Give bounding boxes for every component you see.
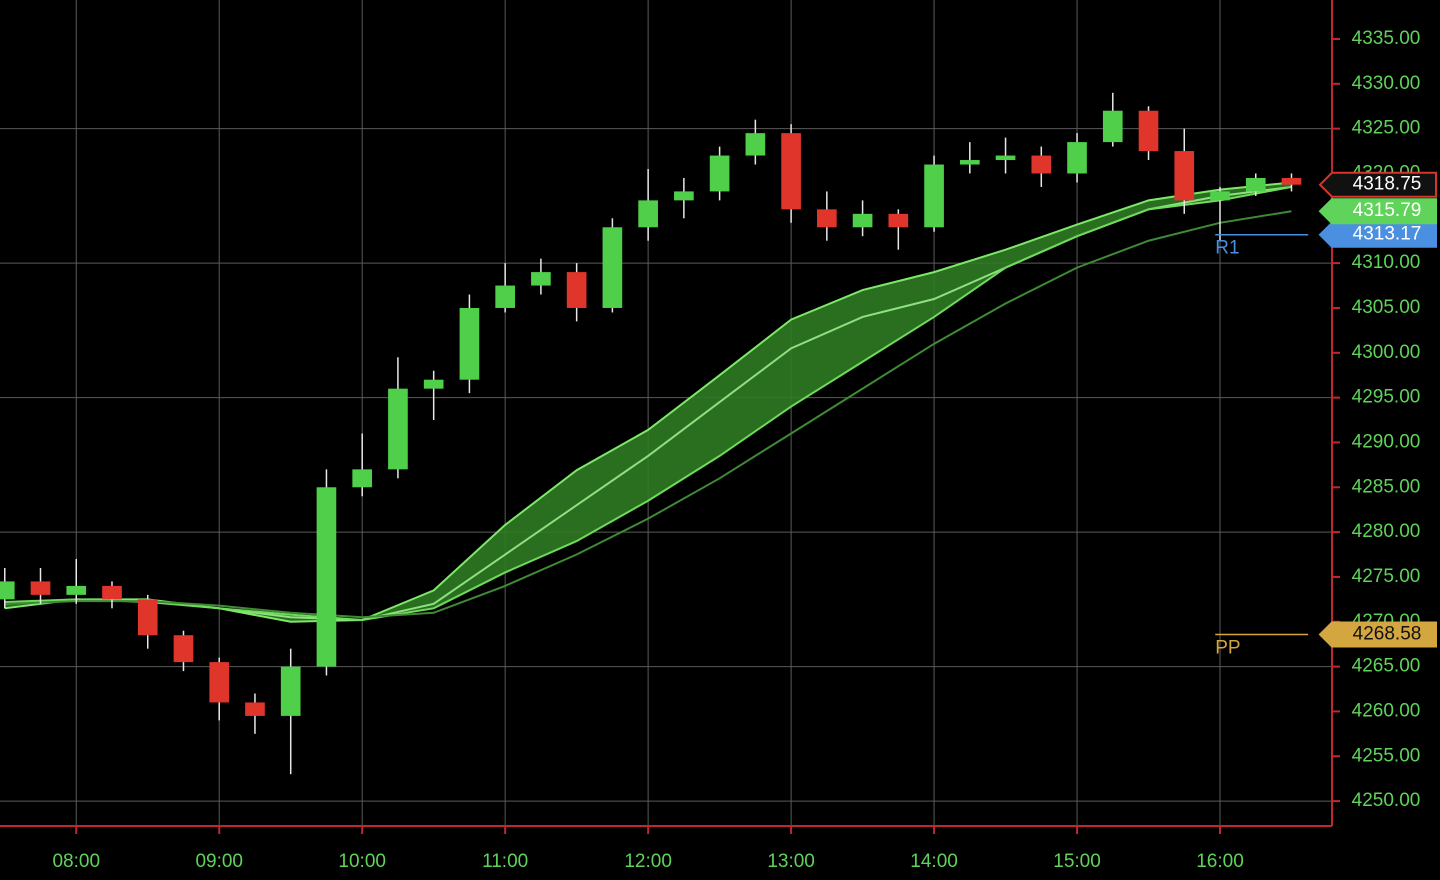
price-marker bbox=[1318, 221, 1437, 248]
candle-body bbox=[102, 585, 122, 600]
candle-body bbox=[709, 155, 730, 192]
candle-body bbox=[1102, 110, 1123, 143]
y-tick-label: 4330.00 bbox=[1352, 73, 1421, 94]
candle-body bbox=[388, 388, 408, 470]
y-tick-label: 4275.00 bbox=[1352, 566, 1421, 587]
candle-body bbox=[888, 213, 909, 228]
axes: 4250.004255.004260.004265.004270.004275.… bbox=[0, 0, 1420, 872]
price-marker bbox=[1318, 171, 1437, 198]
pivot-label: PP bbox=[1215, 638, 1240, 659]
candle-body bbox=[1245, 177, 1266, 192]
y-tick-label: 4250.00 bbox=[1352, 790, 1421, 811]
price-marker-label: 4268.58 bbox=[1353, 624, 1422, 645]
candle-body bbox=[245, 702, 265, 716]
candle-body bbox=[1281, 177, 1302, 185]
price-marker bbox=[1318, 621, 1437, 648]
candle-body bbox=[566, 272, 587, 308]
x-tick-label: 15:00 bbox=[1053, 851, 1101, 872]
y-tick-label: 4290.00 bbox=[1352, 431, 1421, 452]
x-tick-label: 10:00 bbox=[338, 851, 386, 872]
candle-body bbox=[423, 379, 444, 389]
grid bbox=[0, 0, 1332, 826]
candle-body bbox=[852, 213, 873, 228]
x-tick-label: 13:00 bbox=[767, 851, 815, 872]
plot-area: R1 PP bbox=[0, 92, 1309, 775]
candle-body bbox=[352, 469, 373, 488]
candle-body bbox=[745, 133, 766, 156]
candle-body bbox=[959, 160, 980, 165]
candle-body bbox=[66, 585, 87, 595]
candle-body bbox=[316, 487, 337, 667]
y-tick-label: 4305.00 bbox=[1352, 297, 1421, 318]
y-tick-label: 4265.00 bbox=[1352, 656, 1421, 677]
candle-body bbox=[1138, 110, 1159, 152]
x-tick-label: 08:00 bbox=[52, 851, 100, 872]
candle-body bbox=[995, 155, 1016, 161]
y-tick-label: 4335.00 bbox=[1352, 28, 1421, 49]
candle-body bbox=[1210, 191, 1230, 201]
candle-body bbox=[280, 666, 301, 716]
x-tick-label: 14:00 bbox=[910, 851, 958, 872]
candle-body bbox=[1031, 155, 1052, 174]
x-tick-label: 12:00 bbox=[624, 851, 672, 872]
price-marker bbox=[1318, 198, 1437, 225]
x-tick-label: 09:00 bbox=[195, 851, 243, 872]
price-markers: 4313.17 4268.58 4318.75 4315.79 bbox=[1318, 171, 1437, 648]
candle-body bbox=[209, 662, 230, 703]
y-tick-label: 4295.00 bbox=[1352, 387, 1421, 408]
candle-body bbox=[674, 191, 694, 201]
pivot-label: R1 bbox=[1215, 238, 1239, 259]
candle-body bbox=[1174, 151, 1195, 201]
candle-body bbox=[924, 164, 944, 228]
price-marker-label: 4318.75 bbox=[1353, 174, 1422, 195]
candle-body bbox=[173, 635, 194, 663]
moving-average bbox=[4, 185, 1292, 621]
candle-body bbox=[781, 133, 801, 210]
price-marker-label: 4315.79 bbox=[1353, 200, 1422, 221]
y-tick-label: 4285.00 bbox=[1352, 476, 1421, 497]
candle-body bbox=[1067, 142, 1087, 174]
candle-body bbox=[531, 272, 551, 286]
candle-body bbox=[817, 209, 837, 228]
candle-body bbox=[459, 307, 480, 380]
x-tick-label: 11:00 bbox=[482, 851, 528, 872]
y-tick-label: 4280.00 bbox=[1352, 521, 1421, 542]
candle-body bbox=[0, 581, 15, 600]
candle-body bbox=[495, 285, 515, 308]
moving-average bbox=[4, 210, 1292, 619]
price-marker-label: 4313.17 bbox=[1353, 224, 1422, 245]
candle-body bbox=[137, 599, 158, 636]
candle-body bbox=[602, 227, 623, 308]
y-tick-label: 4310.00 bbox=[1352, 252, 1421, 273]
candle-body bbox=[638, 200, 658, 228]
y-tick-label: 4260.00 bbox=[1352, 700, 1421, 721]
y-tick-label: 4300.00 bbox=[1352, 342, 1421, 363]
x-tick-label: 16:00 bbox=[1196, 851, 1244, 872]
y-tick-label: 4255.00 bbox=[1352, 745, 1421, 766]
candle-body bbox=[30, 581, 51, 595]
y-tick-label: 4325.00 bbox=[1352, 118, 1421, 139]
